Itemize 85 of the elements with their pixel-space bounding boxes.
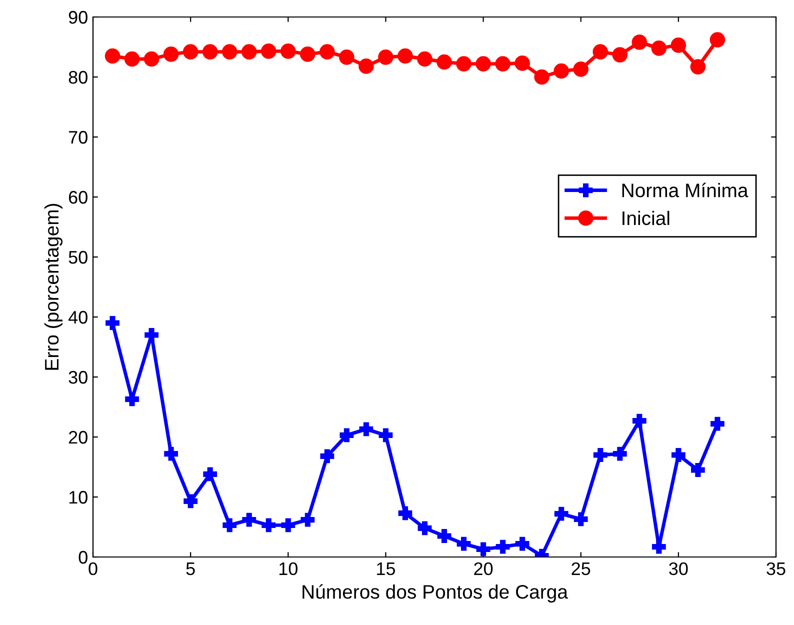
point (612, 47, 628, 62)
y-tick-label: 70 (68, 130, 88, 144)
point (593, 448, 608, 462)
y-tick-label: 80 (68, 70, 88, 84)
x-tick-label: 0 (88, 562, 98, 576)
legend-label: Norma Mínima (622, 182, 748, 198)
point (632, 34, 648, 50)
point (222, 44, 238, 60)
point (476, 56, 491, 72)
x-tick-label: 10 (279, 562, 298, 576)
point (612, 446, 627, 461)
x-tick-label: 5 (186, 562, 195, 576)
point (476, 542, 490, 556)
point (202, 44, 218, 60)
point (574, 512, 588, 526)
point (437, 529, 452, 543)
point (592, 44, 608, 60)
point (182, 44, 198, 60)
point (378, 50, 394, 65)
point (124, 51, 140, 67)
point (652, 540, 666, 554)
point (496, 540, 510, 554)
y-tick-label: 10 (69, 490, 88, 504)
point (184, 494, 198, 508)
y-tick-label: 90 (68, 10, 88, 24)
point (378, 428, 393, 442)
y-tick-label: 0 (78, 550, 88, 564)
point (671, 448, 686, 462)
point (670, 38, 686, 53)
point (534, 69, 550, 85)
point (106, 316, 120, 330)
point (418, 521, 432, 536)
y-tick-label: 40 (68, 310, 88, 324)
point (144, 51, 160, 67)
point (495, 56, 510, 72)
point (281, 518, 296, 532)
point (436, 54, 452, 70)
x-tick-label: 20 (474, 562, 493, 576)
point (164, 446, 178, 461)
point (203, 467, 218, 482)
point (651, 40, 667, 56)
point (163, 46, 179, 62)
point (515, 536, 530, 551)
y-tick-label: 30 (68, 370, 88, 384)
point (359, 422, 374, 436)
point (320, 449, 334, 464)
y-tick-label: 60 (68, 190, 88, 204)
point (339, 50, 354, 65)
point (222, 518, 237, 532)
x-tick-label: 30 (669, 562, 688, 576)
point (358, 58, 374, 74)
point (144, 328, 158, 342)
point (104, 48, 120, 64)
point (632, 414, 646, 428)
x-tick-label: 15 (377, 562, 395, 576)
y-tick-label: 50 (68, 250, 88, 264)
point (125, 392, 139, 406)
point (241, 44, 257, 60)
point (417, 51, 432, 67)
point (398, 506, 412, 520)
legend-label: Inicial (622, 210, 670, 226)
point (514, 56, 530, 71)
point (260, 44, 276, 59)
point (573, 62, 588, 77)
point (554, 63, 569, 79)
point (242, 512, 256, 527)
point (280, 44, 296, 59)
y-axis-title: Erro (porcentagem) (44, 204, 62, 370)
point (456, 56, 472, 72)
x-axis-title: Números dos Pontos de Carga (302, 584, 568, 603)
point (710, 32, 726, 48)
x-tick-label: 35 (766, 562, 786, 576)
point (262, 518, 276, 532)
point (320, 44, 335, 60)
point (398, 48, 413, 64)
point (456, 536, 471, 551)
y-tick-label: 20 (68, 430, 88, 444)
point (300, 46, 316, 62)
point (690, 59, 706, 74)
point (554, 506, 568, 521)
x-tick-label: 25 (572, 562, 590, 576)
point (691, 463, 705, 477)
point (710, 416, 724, 431)
point (340, 428, 354, 442)
point (300, 512, 315, 527)
